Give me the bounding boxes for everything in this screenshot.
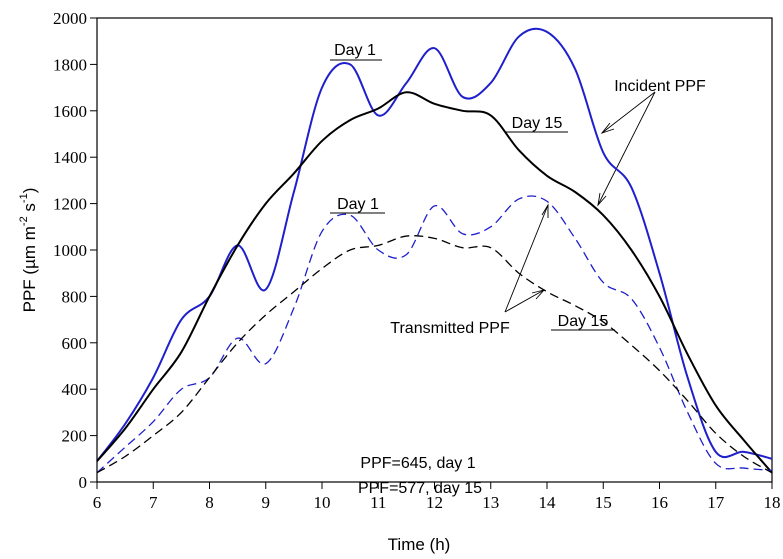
- x-axis-label: Time (h): [388, 535, 451, 554]
- y-tick-label: 1200: [53, 195, 87, 214]
- annotation: PPF=577, day 15: [358, 480, 482, 497]
- arrow: [504, 204, 549, 313]
- annotation: Day 1: [334, 42, 376, 59]
- arrow: [601, 91, 656, 134]
- y-tick-label: 1600: [53, 102, 87, 121]
- y-tick-label: 400: [62, 380, 88, 399]
- y-tick-label: 0: [79, 473, 88, 492]
- x-tick-label: 6: [93, 493, 102, 512]
- annotation: Day 15: [558, 313, 609, 330]
- data-line: [96, 235, 773, 474]
- x-tick-label: 13: [482, 493, 499, 512]
- y-tick-label: 200: [62, 427, 88, 446]
- arrowhead: [600, 122, 615, 134]
- y-label-part: PPF (µm m: [20, 226, 39, 312]
- y-label-part: s: [20, 203, 39, 216]
- y-tick-label: 600: [62, 334, 88, 353]
- x-tick-label: 10: [314, 493, 331, 512]
- y-label-sup: -1: [18, 193, 30, 203]
- x-tick-label: 7: [149, 493, 158, 512]
- y-tick-label: 2000: [53, 9, 87, 28]
- x-tick-label: 17: [707, 493, 725, 512]
- y-label-sup: -2: [18, 216, 30, 226]
- data-line: [96, 195, 773, 474]
- annotation: Day 1: [337, 196, 379, 213]
- arrows: [330, 59, 656, 331]
- y-tick-label: 1000: [53, 241, 87, 260]
- arrowhead: [541, 203, 549, 218]
- annotation: PPF=645, day 1: [360, 455, 475, 472]
- annotation: Day 15: [512, 115, 563, 132]
- annotation: Incident PPF: [614, 78, 706, 95]
- data-line: [96, 91, 773, 474]
- x-tick-label: 12: [426, 493, 443, 512]
- x-tick-label: 15: [595, 493, 612, 512]
- x-tick-label: 9: [262, 493, 271, 512]
- x-tick-label: 11: [370, 493, 386, 512]
- y-tick-label: 1800: [53, 55, 87, 74]
- y-label-part: ): [20, 188, 39, 194]
- y-tick-label: 1400: [53, 148, 87, 167]
- x-tick-label: 16: [651, 493, 668, 512]
- arrow: [597, 91, 656, 206]
- y-tick-label: 800: [62, 287, 88, 306]
- x-tick-label: 18: [764, 493, 781, 512]
- arrowhead: [597, 192, 607, 207]
- y-axis-label-text: PPF (µm m-2 s-1): [18, 188, 40, 313]
- x-tick-label: 14: [539, 493, 557, 512]
- y-axis-label: PPF (µm m-2 s-1): [18, 188, 40, 313]
- arrowhead: [531, 289, 546, 300]
- arrow: [504, 289, 545, 313]
- x-tick-label: 8: [205, 493, 214, 512]
- annotation: Transmitted PPF: [390, 320, 510, 337]
